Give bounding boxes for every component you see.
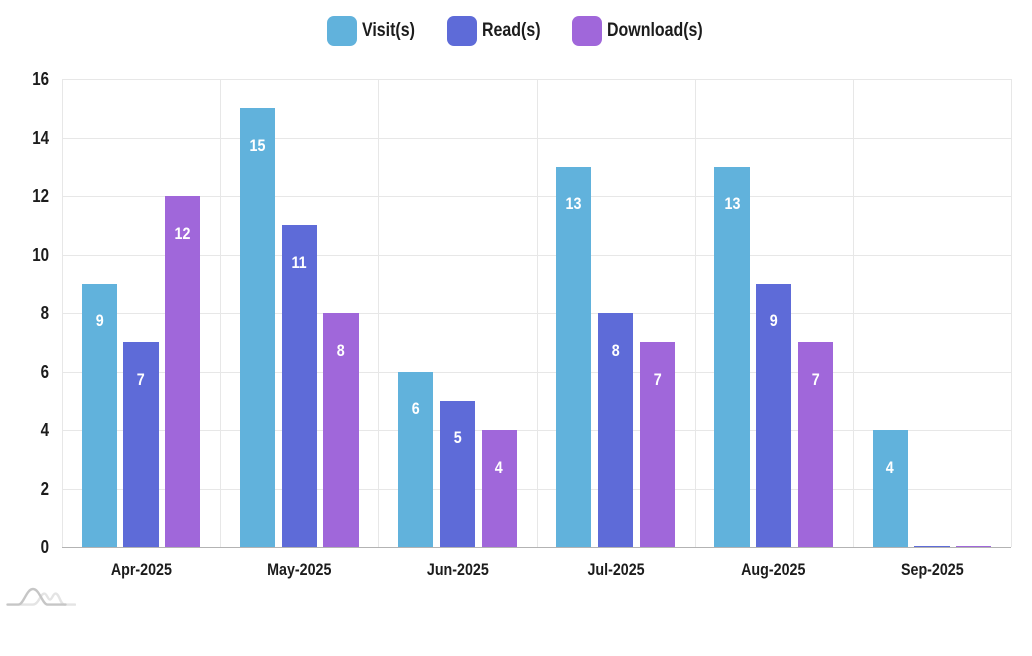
- bar-value-text: 7: [653, 369, 662, 389]
- amcharts-logo-icon[interactable]: [6, 585, 76, 608]
- gridline-vertical: [378, 79, 380, 547]
- bar-value-text: 4: [886, 457, 895, 477]
- gridline-vertical: [1011, 79, 1012, 547]
- bar-reads-jul-2025[interactable]: 8: [597, 313, 634, 547]
- bar-value-text: 7: [811, 369, 820, 389]
- bar-value-text: 6: [411, 399, 420, 418]
- x-axis-tick-label: Jul-2025: [537, 561, 695, 578]
- legend-label: Download(s): [607, 20, 704, 41]
- bar-visits-may-2025[interactable]: 15: [239, 108, 276, 547]
- legend-label: Visit(s): [361, 20, 415, 41]
- bar-value-text: 5: [453, 428, 462, 448]
- x-axis-tick-text: Jul-2025: [586, 560, 645, 579]
- bar-value-label: 8: [598, 342, 633, 359]
- bar-value-text: 9: [769, 311, 778, 331]
- x-axis-tick-text: Jun-2025: [426, 560, 489, 579]
- bar-reads-apr-2025[interactable]: 7: [123, 342, 159, 547]
- bar-value-label: 7: [123, 371, 158, 388]
- x-axis-tick-label: May-2025: [220, 561, 378, 578]
- gridline-vertical: [694, 79, 696, 547]
- bar-downloads-apr-2025[interactable]: 12: [165, 196, 201, 547]
- amcharts-logo-light-wave: [19, 592, 76, 606]
- bar-value-text: 11: [291, 252, 307, 272]
- gridline-vertical: [852, 79, 854, 547]
- bar-value-label: 15: [240, 137, 275, 154]
- bar-visits-sep-2025[interactable]: 4: [872, 430, 908, 547]
- x-axis-line: [62, 546, 1011, 548]
- bar-value-label: 13: [714, 195, 749, 212]
- gridline-vertical: [62, 79, 63, 547]
- chart-legend: Visit(s) Read(s) Download(s): [0, 16, 1031, 46]
- bar-visits-jul-2025[interactable]: 13: [556, 166, 592, 547]
- bar-value-label: 11: [282, 254, 317, 271]
- bar-value-text: 8: [611, 340, 620, 360]
- bar-value-text: 7: [137, 369, 146, 389]
- legend-swatch-icon: [572, 16, 603, 46]
- x-axis-tick-text: Sep-2025: [900, 560, 964, 579]
- bar-value-text: 4: [495, 457, 504, 477]
- legend-swatch-icon: [326, 16, 357, 46]
- bar-value-text: 8: [336, 340, 345, 360]
- y-axis-tick-label: 14: [32, 127, 49, 148]
- bar-value-text: 13: [724, 194, 740, 214]
- y-axis-tick-label: 0: [40, 537, 49, 557]
- bar-visits-jun-2025[interactable]: 6: [398, 371, 434, 547]
- bar-value-label: 7: [640, 371, 675, 388]
- bar-value-label: 7: [798, 371, 833, 388]
- bar-downloads-jun-2025[interactable]: 4: [481, 430, 517, 547]
- x-axis-tick-label: Aug-2025: [695, 561, 853, 578]
- y-axis-tick-label: 10: [32, 244, 49, 265]
- bar-value-label: 13: [556, 195, 591, 212]
- y-axis-tick-label: 4: [40, 420, 49, 440]
- x-axis-tick-label: Sep-2025: [853, 561, 1011, 578]
- bar-reads-aug-2025[interactable]: 9: [756, 283, 792, 547]
- bar-value-label: 5: [440, 429, 475, 446]
- y-axis-tick-label: 8: [40, 303, 49, 323]
- bar-value-text: 12: [174, 223, 191, 243]
- x-axis-tick-text: May-2025: [267, 560, 332, 579]
- x-axis-tick-text: Apr-2025: [110, 560, 172, 579]
- bar-reads-may-2025[interactable]: 11: [281, 225, 317, 547]
- bar-visits-apr-2025[interactable]: 9: [81, 283, 117, 547]
- bar-downloads-jul-2025[interactable]: 7: [639, 342, 675, 547]
- y-axis-tick-label: 2: [40, 478, 49, 499]
- bar-downloads-sep-2025[interactable]: [956, 545, 992, 547]
- bar-downloads-aug-2025[interactable]: 7: [797, 342, 834, 547]
- bar-reads-jun-2025[interactable]: 5: [439, 400, 475, 547]
- x-axis-tick-label: Jun-2025: [378, 561, 536, 578]
- bar-value-text: 9: [95, 311, 104, 331]
- bar-value-label: 9: [82, 312, 117, 329]
- bar-value-text: 15: [249, 135, 266, 155]
- legend-item-visits[interactable]: Visit(s): [326, 16, 415, 46]
- legend-item-reads[interactable]: Read(s): [446, 16, 541, 46]
- x-axis-tick-text: Aug-2025: [741, 560, 806, 579]
- y-axis-tick-label: 16: [32, 69, 49, 89]
- bar-visits-aug-2025[interactable]: 13: [714, 166, 750, 547]
- bar-value-label: 8: [323, 342, 358, 359]
- plot-area: 9 15 6 13 13 4 7 11 5 8 9 12 8 4 7 7: [62, 79, 1012, 548]
- bar-value-label: 4: [873, 459, 908, 476]
- bar-value-label: 12: [165, 225, 200, 242]
- bar-reads-sep-2025[interactable]: [914, 545, 950, 547]
- legend-label: Read(s): [481, 20, 541, 41]
- gridline-vertical: [220, 79, 222, 547]
- bar-value-text: 13: [565, 194, 582, 214]
- bar-downloads-may-2025[interactable]: 8: [323, 313, 359, 547]
- amcharts-logo-dark-wave: [6, 587, 67, 606]
- y-axis-tick-label: 12: [32, 186, 49, 206]
- bar-value-label: 4: [482, 459, 517, 476]
- legend-swatch-icon: [446, 16, 477, 46]
- x-axis-tick-label: Apr-2025: [62, 561, 220, 578]
- y-axis-tick-label: 6: [40, 361, 49, 382]
- bar-value-label: 9: [756, 312, 791, 329]
- bar-value-label: 6: [398, 400, 433, 417]
- legend-item-downloads[interactable]: Download(s): [572, 16, 703, 46]
- gridline-vertical: [536, 79, 538, 547]
